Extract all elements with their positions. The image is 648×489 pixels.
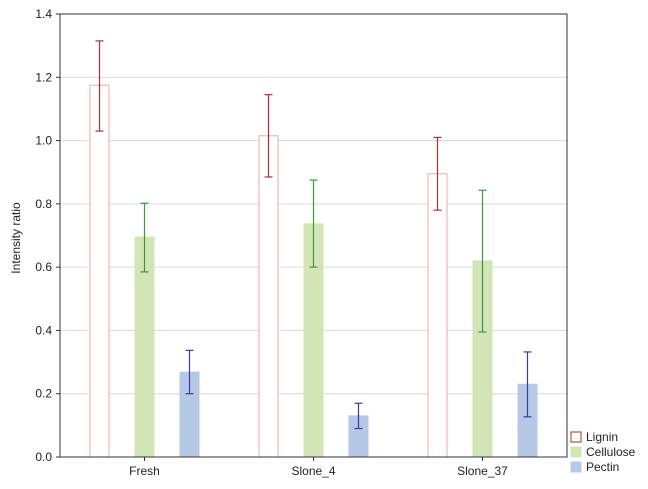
bar-lignin [427, 173, 448, 458]
axes-layer: 0.0 0.2 0.4 0.6 0.8 1.0 1.2 1.4 Fresh Slone_4 Slon… [35, 7, 568, 478]
x-tick-label: Slone_37 [457, 464, 508, 478]
y-tick-label: 0.4 [35, 323, 52, 337]
x-tick-label: Fresh [129, 464, 160, 478]
y-tick-label: 1.0 [35, 134, 52, 148]
y-tick-label: 0.6 [35, 260, 52, 274]
y-tick-label: 1.2 [35, 70, 52, 84]
y-tick-label: 0.8 [35, 197, 52, 211]
legend-swatch-cellulose [570, 446, 582, 458]
legend-label-pectin: Pectin [586, 460, 619, 474]
y-axis-title: Intensity ratio [9, 202, 23, 274]
y-tick-label: 0.0 [35, 450, 52, 464]
bar-lignin [258, 135, 279, 458]
bar-lignin [89, 84, 110, 458]
legend-label-lignin: Lignin [586, 430, 618, 444]
legend-swatch-lignin [570, 431, 582, 443]
legend-label-cellulose: Cellulose [586, 445, 636, 459]
x-tick-label: Slone_4 [291, 464, 335, 478]
legend-swatch-pectin [570, 461, 582, 473]
y-tick-label: 1.4 [35, 7, 52, 21]
y-tick-label: 0.2 [35, 387, 52, 401]
bars-layer [89, 40, 538, 458]
